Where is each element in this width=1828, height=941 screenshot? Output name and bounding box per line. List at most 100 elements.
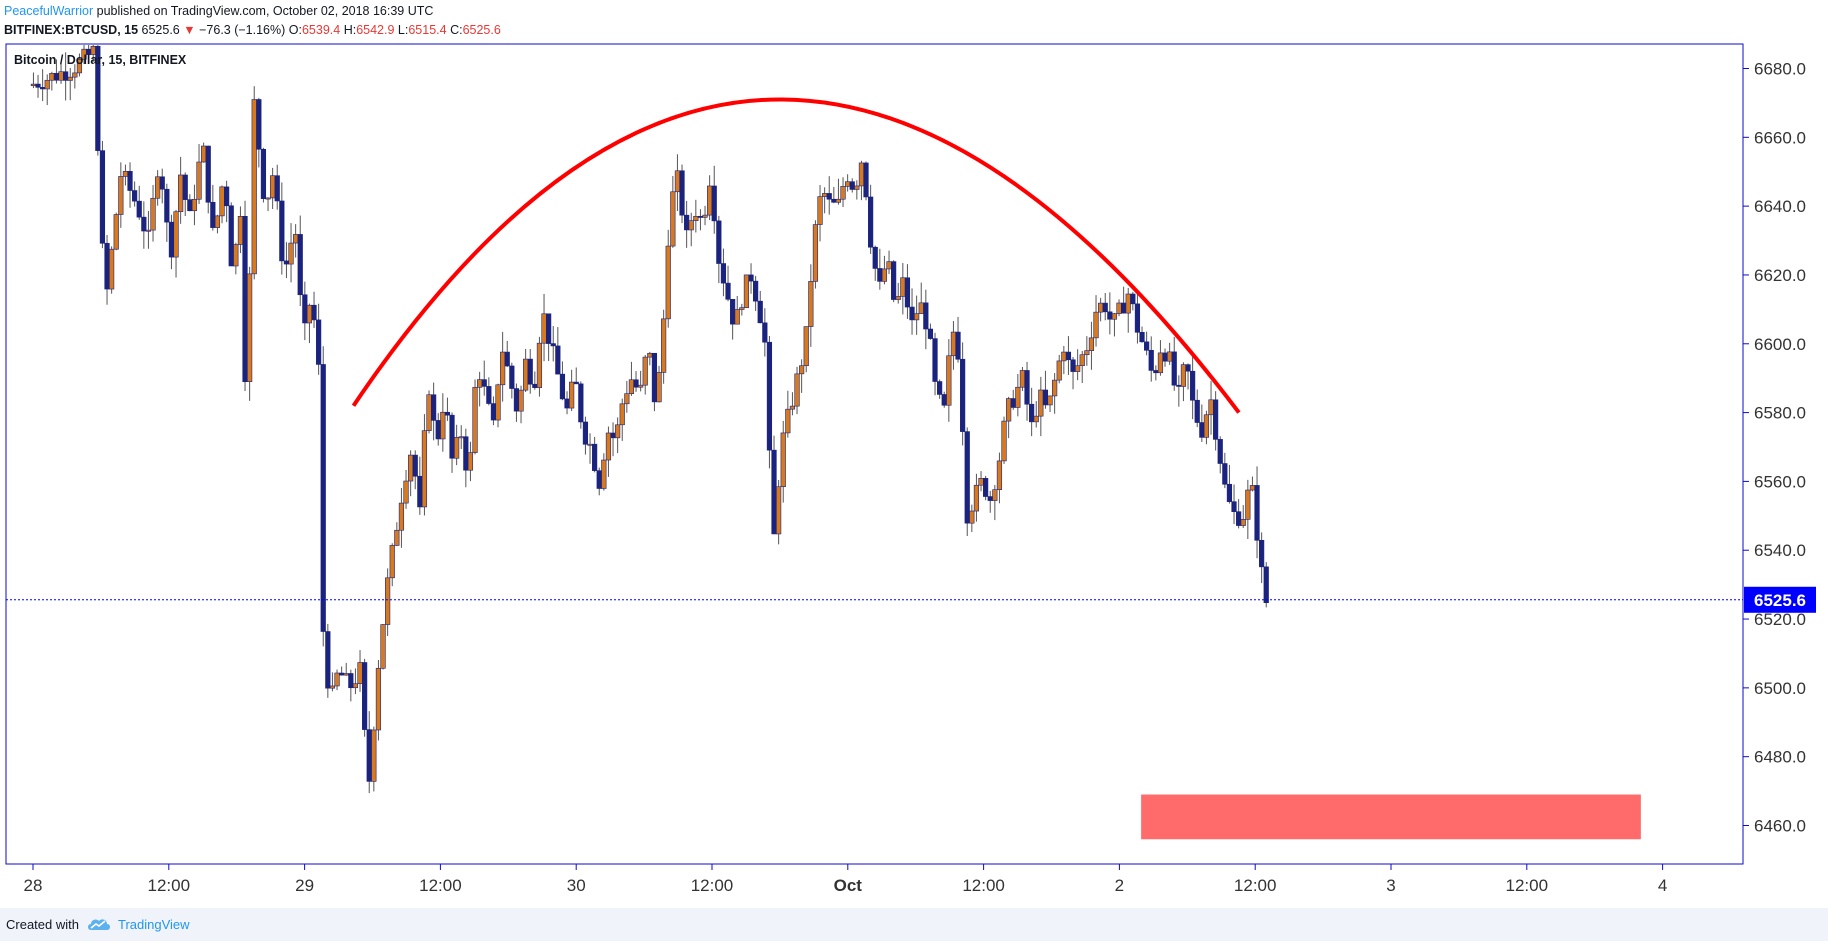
candle-body — [247, 273, 253, 382]
candle-body — [661, 318, 667, 373]
price-tick-label: 6600.0 — [1754, 335, 1806, 354]
candle-body — [145, 229, 152, 232]
candle-body — [923, 302, 929, 330]
candle-body — [173, 211, 179, 258]
candle-body — [403, 480, 409, 504]
author-link[interactable]: PeacefulWarrior — [4, 4, 94, 18]
candle-body — [987, 496, 993, 501]
candle-body — [44, 79, 50, 90]
candle-body — [1254, 485, 1260, 541]
candle-body — [969, 510, 975, 524]
candle-body — [569, 381, 575, 409]
candle-body — [426, 394, 432, 431]
candle-body — [182, 174, 188, 200]
price-axis[interactable]: 6680.0 6660.0 6640.0 6620.0 6600.0 6580.0 6560… — [1743, 60, 1806, 836]
candle-body — [408, 454, 414, 482]
candle-body — [854, 185, 860, 190]
candle-body — [40, 87, 46, 90]
candle-body — [1075, 365, 1081, 372]
candle-body — [398, 502, 405, 531]
close-label: C: — [450, 23, 463, 37]
candle-body — [1139, 332, 1145, 343]
last-price-value: 6525.6 — [1754, 591, 1806, 610]
candle-body — [467, 452, 474, 471]
candle-body — [1042, 389, 1049, 406]
time-tick-label: 4 — [1658, 876, 1667, 895]
candle-body — [463, 436, 469, 471]
tradingview-link[interactable]: TradingView — [118, 917, 190, 932]
candle-body — [1121, 302, 1127, 314]
candle-body — [297, 234, 303, 296]
candle-body — [440, 411, 446, 440]
candle-body — [605, 432, 612, 461]
candle-body — [743, 274, 750, 308]
candle-body — [587, 443, 593, 446]
candle-body — [817, 196, 823, 225]
tradingview-cloud-icon[interactable] — [86, 915, 112, 933]
time-tick-label: Oct — [834, 876, 863, 895]
candle-body — [886, 261, 892, 270]
plot-area[interactable] — [5, 43, 1744, 865]
candle-body — [523, 358, 529, 391]
candle-body — [1019, 370, 1026, 388]
rectangle-drawing[interactable] — [1141, 794, 1641, 840]
candle-body — [532, 383, 538, 388]
candle-body — [734, 309, 740, 325]
candle-body — [766, 341, 773, 451]
price-tick-label: 6580.0 — [1754, 404, 1806, 423]
candle-body — [748, 274, 754, 282]
candle-body — [76, 58, 83, 74]
candle-body — [757, 300, 763, 324]
candle-body — [283, 260, 290, 265]
candle-body — [688, 220, 694, 231]
time-tick-label: 29 — [295, 876, 314, 895]
candle-body — [845, 181, 851, 187]
candle-body — [242, 216, 248, 382]
candle-body — [302, 294, 308, 324]
time-axis[interactable]: 28 12:00 29 12:00 30 12:00 Oct 12:00 2 12:00 3 12:0… — [24, 864, 1668, 895]
price-chart[interactable]: 6680.0 6660.0 6640.0 6620.0 6600.0 6580.0 6560… — [0, 0, 1828, 908]
candle-body — [858, 162, 865, 187]
candle-body — [132, 190, 138, 202]
last-price-text: 6525.6 — [141, 23, 180, 37]
candle-body — [109, 248, 115, 290]
candle-body — [835, 198, 842, 203]
candle-body — [67, 76, 73, 81]
candle-body — [785, 408, 791, 434]
candle-body — [1203, 414, 1210, 438]
candle-body — [789, 405, 796, 410]
candle-body — [1208, 399, 1214, 416]
candle-body — [1245, 489, 1251, 520]
candle-body — [1231, 501, 1237, 512]
candle-body — [707, 185, 713, 216]
candle-body — [1107, 311, 1113, 320]
candle-body — [366, 729, 372, 782]
candle-body — [260, 148, 267, 199]
candle-body — [601, 459, 607, 489]
candle-body — [380, 624, 386, 669]
candle-body — [417, 475, 423, 508]
candle-body — [996, 460, 1003, 491]
candle-body — [941, 394, 947, 406]
symbol-line: BITFINEX:BTCUSD, 15 6525.6 ▼ −76.3 (−1.1… — [4, 23, 501, 37]
candle-body — [992, 489, 998, 501]
candle-body — [1162, 352, 1168, 362]
candle-body — [274, 175, 280, 202]
candle-body — [472, 387, 478, 453]
candle-body — [412, 454, 418, 477]
candle-body — [909, 306, 915, 321]
candle-body — [684, 214, 690, 231]
price-tick-label: 6660.0 — [1754, 128, 1806, 147]
candle-body — [509, 365, 515, 389]
candle-body — [1226, 483, 1233, 502]
candle-body — [504, 351, 510, 367]
candle-body — [803, 326, 809, 367]
candle-body — [334, 672, 340, 687]
candle-body — [306, 304, 313, 324]
candle-body — [375, 667, 382, 731]
price-tick-label: 6620.0 — [1754, 266, 1806, 285]
candle-body — [550, 343, 556, 347]
candle-body — [219, 186, 225, 217]
arc-drawing[interactable] — [351, 97, 1241, 414]
candle-body — [1125, 293, 1131, 314]
